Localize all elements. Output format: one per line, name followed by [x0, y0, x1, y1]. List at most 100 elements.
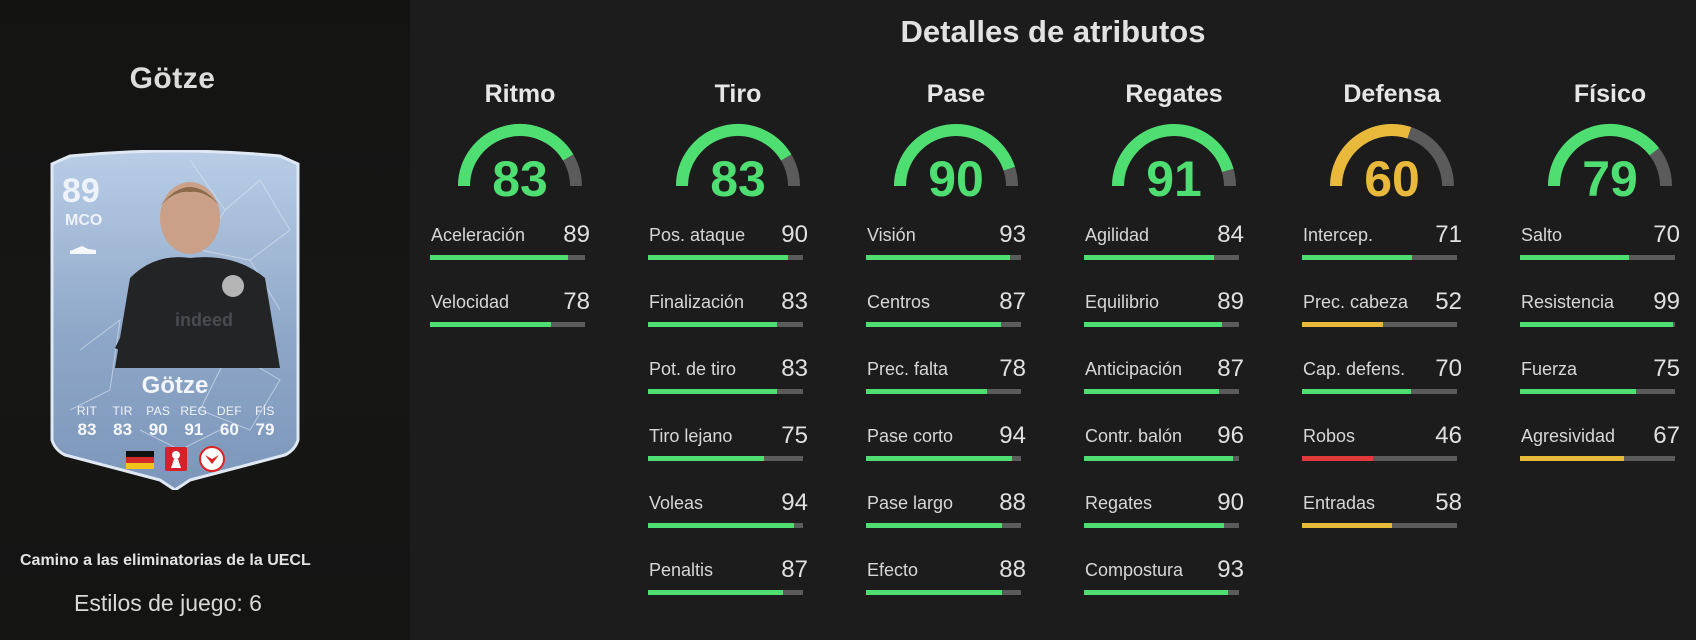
- attribute-bar-fill: [1520, 456, 1624, 461]
- card-stat: DEF 60: [212, 404, 246, 440]
- card-stat-value: 90: [148, 420, 168, 439]
- attribute-row: Pase corto 94: [866, 422, 1026, 466]
- attribute-value: 67: [1653, 422, 1680, 449]
- card-stat-value: 83: [77, 420, 97, 439]
- category-gauge: [676, 124, 800, 187]
- attribute-value: 90: [1217, 489, 1244, 516]
- attribute-value: 83: [781, 288, 808, 315]
- card-stat-label: FÍS: [255, 404, 275, 418]
- card-stat: TIR 83: [106, 404, 140, 440]
- attribute-value: 99: [1653, 288, 1680, 315]
- card-player-name: Götze: [141, 372, 209, 399]
- attribute-bar: [1520, 389, 1675, 394]
- attribute-row: Agresividad 67: [1520, 422, 1680, 466]
- category-title: Ritmo: [484, 80, 556, 108]
- attribute-row: Efecto 88: [866, 556, 1026, 600]
- attribute-bar-fill: [648, 322, 777, 327]
- attribute-row: Pot. de tiro 83: [648, 355, 808, 399]
- attribute-bar-fill: [1084, 322, 1222, 327]
- attribute-label: Pos. ataque: [649, 225, 746, 245]
- attribute-bar-fill: [1084, 590, 1229, 595]
- attribute-bar-fill: [648, 590, 783, 595]
- attribute-label: Pot. de tiro: [649, 359, 737, 379]
- card-badges: [126, 446, 226, 472]
- card-stat-value: 60: [219, 420, 239, 439]
- attribute-label: Robos: [1303, 426, 1356, 446]
- attribute-bar-fill: [1302, 389, 1411, 394]
- attribute-bar: [1084, 590, 1239, 595]
- attribute-bar-fill: [1520, 389, 1637, 394]
- category-value: 90: [928, 151, 984, 207]
- attribute-bar: [648, 456, 803, 461]
- attribute-bar: [866, 590, 1021, 595]
- attribute-value: 70: [1435, 355, 1462, 382]
- attribute-bar-fill: [1302, 255, 1413, 260]
- card-stat: REG 91: [177, 404, 211, 440]
- category-value: 83: [710, 151, 766, 207]
- attribute-bar-fill: [866, 523, 1003, 528]
- attribute-bar: [1302, 389, 1457, 394]
- attribute-value: 58: [1435, 489, 1462, 516]
- attribute-bar-fill: [430, 322, 551, 327]
- attribute-bar-fill: [866, 590, 1003, 595]
- attribute-bar: [1302, 255, 1457, 260]
- attribute-bar-fill: [866, 255, 1011, 260]
- attribute-bar: [648, 590, 803, 595]
- attribute-label: Voleas: [649, 493, 704, 513]
- attribute-bar: [1084, 523, 1239, 528]
- card-stat-value: 91: [184, 420, 204, 439]
- attribute-label: Tiro lejano: [649, 426, 733, 446]
- attribute-bar-fill: [866, 389, 987, 394]
- attribute-value: 93: [1217, 556, 1244, 583]
- attribute-label: Finalización: [649, 292, 745, 312]
- attribute-value: 89: [1217, 288, 1244, 315]
- attribute-row: Centros 87: [866, 288, 1026, 332]
- attribute-row: Robos 46: [1302, 422, 1462, 466]
- player-card[interactable]: 89 MCO indeed Götze RIT 83 TIR 83 PAS 90 RE…: [50, 150, 300, 490]
- gauge-fill: [676, 124, 792, 187]
- attribute-value: 83: [781, 355, 808, 382]
- attribute-value: 84: [1217, 221, 1244, 248]
- germany-flag-icon: [126, 451, 154, 469]
- attribute-label: Salto: [1521, 225, 1563, 245]
- attribute-bar: [1084, 255, 1239, 260]
- attribute-bar-fill: [648, 456, 765, 461]
- gauge-fill: [1548, 124, 1659, 187]
- category-value: 91: [1146, 151, 1202, 207]
- attribute-value: 78: [999, 355, 1026, 382]
- attribute-bar-fill: [1084, 456, 1233, 461]
- category-gauge: [894, 124, 1018, 187]
- card-rating: 89: [62, 172, 100, 210]
- page-title: Detalles de atributos: [900, 14, 1206, 49]
- category-gauge: [458, 124, 582, 187]
- attribute-row: Compostura 93: [1084, 556, 1244, 600]
- card-stat-label: DEF: [216, 404, 242, 418]
- attribute-row: Anticipación 87: [1084, 355, 1244, 399]
- attribute-label: Prec. cabeza: [1303, 292, 1409, 312]
- attribute-bar-fill: [1084, 389, 1219, 394]
- attribute-bar: [430, 322, 585, 327]
- playstyles-count[interactable]: Estilos de juego: 6: [74, 590, 262, 616]
- attribute-value: 78: [563, 288, 590, 315]
- category-gauge: [1330, 124, 1454, 187]
- attribute-value: 89: [563, 221, 590, 248]
- attribute-value: 94: [999, 422, 1026, 449]
- attribute-label: Anticipación: [1085, 359, 1183, 379]
- attribute-bar: [1520, 255, 1675, 260]
- attribute-bar-fill: [1084, 523, 1224, 528]
- attribute-value: 70: [1653, 221, 1680, 248]
- card-stat: RIT 83: [70, 404, 104, 440]
- card-position: MCO: [65, 212, 103, 229]
- attribute-bar: [866, 523, 1021, 528]
- category-value: 79: [1582, 151, 1638, 207]
- card-stat-value: 83: [113, 420, 133, 439]
- attribute-row: Pos. ataque 90: [648, 221, 808, 265]
- card-stats: RIT 83 TIR 83 PAS 90 REG 91 DEF 60 FÍS 79: [70, 404, 282, 440]
- attribute-row: Entradas 58: [1302, 489, 1462, 533]
- attribute-value: 52: [1435, 288, 1462, 315]
- gauge-fill: [458, 124, 574, 187]
- attribute-row: Cap. defens. 70: [1302, 355, 1462, 399]
- boot-icon: [70, 246, 96, 254]
- attribute-value: 75: [781, 422, 808, 449]
- category-title: Pase: [926, 80, 986, 108]
